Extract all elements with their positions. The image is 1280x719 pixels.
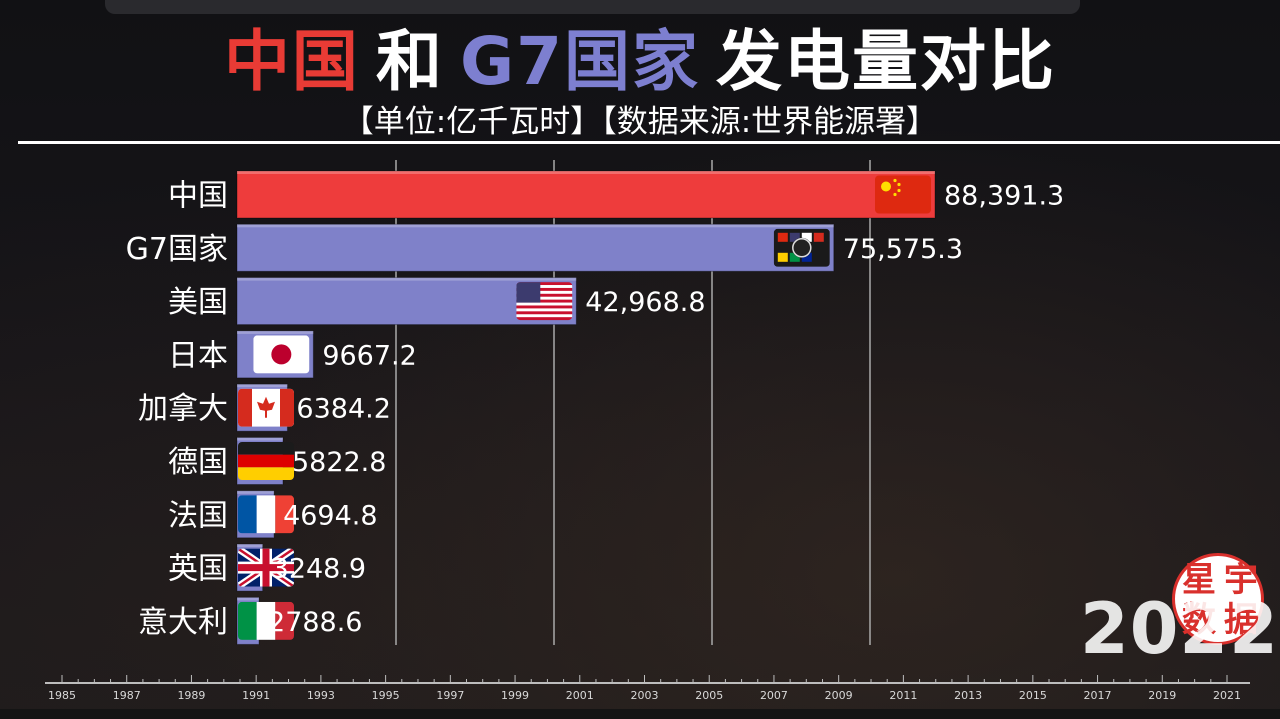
timeline-tick-label: 1985: [48, 689, 76, 702]
japan-flag-icon: [253, 335, 310, 374]
value-label: 75,575.3: [843, 234, 963, 265]
timeline-tick-label: 2001: [566, 689, 594, 702]
bar-highlight: [237, 437, 283, 441]
timeline-tick-label: 1999: [501, 689, 529, 702]
year-label: 2022: [1080, 588, 1279, 670]
watermark-stamp: 星 宇 数 据: [1172, 553, 1264, 645]
value-label: 5822.8: [292, 447, 386, 478]
timeline-tick-label: 2013: [954, 689, 982, 702]
category-label: 法国: [168, 498, 228, 533]
italy-flag-icon: [238, 601, 294, 640]
category-label: G7国家: [126, 232, 228, 267]
watermark-char: 数: [1182, 600, 1216, 640]
canada-flag-icon: [238, 388, 294, 427]
category-label: 加拿大: [138, 392, 228, 427]
title-g7: G7国家: [459, 23, 701, 100]
timeline-tick-label: 1989: [177, 689, 205, 702]
watermark-char: 据: [1224, 600, 1258, 640]
category-label: 日本: [168, 338, 228, 373]
timeline-tick-label: 2005: [695, 689, 723, 702]
value-label: 3248.9: [272, 554, 366, 585]
bar-highlight: [237, 490, 275, 494]
bottom-strip: [0, 709, 1280, 719]
watermark-char: 宇: [1224, 560, 1258, 600]
watermark-char: 星: [1182, 560, 1216, 600]
chart-title: 中国和 G7国家 发电量对比: [0, 8, 1280, 104]
timeline-tick-label: 1997: [436, 689, 464, 702]
bar-highlight: [237, 544, 263, 548]
timeline-tick-label: 2019: [1148, 689, 1176, 702]
value-label: 6384.2: [296, 394, 390, 425]
g7-logo-icon: [773, 228, 830, 267]
usa-flag-icon: [516, 282, 573, 321]
top-video-bar: [105, 0, 1080, 14]
timeline-tick-label: 2007: [760, 689, 788, 702]
germany-flag-icon: [238, 442, 294, 480]
timeline-tick-label: 2009: [825, 689, 853, 702]
bar: [236, 170, 936, 219]
title-separator: [18, 141, 1280, 144]
title-and: 和: [375, 23, 444, 100]
category-label: 中国: [168, 179, 228, 214]
bar-highlight: [237, 224, 834, 228]
uk-flag-icon: [238, 548, 294, 587]
value-label: 9667.2: [322, 340, 416, 371]
china-flag-icon: [875, 175, 931, 214]
timeline-tick-label: 1991: [242, 689, 270, 702]
bar: [236, 223, 835, 272]
timeline-tick-label: 2011: [889, 689, 917, 702]
title-rest: 发电量对比: [716, 23, 1057, 100]
bar-highlight: [237, 277, 577, 281]
timeline-tick-label: 2015: [1019, 689, 1047, 702]
bar-highlight: [237, 597, 260, 601]
bar-highlight: [237, 171, 935, 174]
timeline-tick-label: 2021: [1213, 689, 1241, 702]
bar-highlight: [237, 330, 314, 334]
france-flag-icon: [238, 495, 294, 534]
title-china: 中国: [223, 23, 360, 100]
category-label: 德国: [168, 445, 228, 480]
bar-highlight: [237, 384, 288, 388]
timeline-tick-label: 1987: [113, 689, 141, 702]
timeline-tick-label: 1993: [307, 689, 335, 702]
value-label: 42,968.8: [585, 287, 705, 318]
value-label: 2788.6: [268, 607, 362, 638]
chart-subtitle: 【单位:亿千瓦时】【数据来源:世界能源署】: [342, 104, 938, 140]
timeline-tick-label: 2017: [1084, 689, 1112, 702]
category-label: 意大利: [138, 605, 228, 640]
value-label: 4694.8: [283, 500, 377, 531]
category-label: 美国: [168, 285, 228, 320]
value-label: 88,391.3: [944, 181, 1064, 212]
category-label: 英国: [168, 552, 228, 587]
timeline-tick-label: 1995: [372, 689, 400, 702]
timeline-tick-label: 2003: [631, 689, 659, 702]
